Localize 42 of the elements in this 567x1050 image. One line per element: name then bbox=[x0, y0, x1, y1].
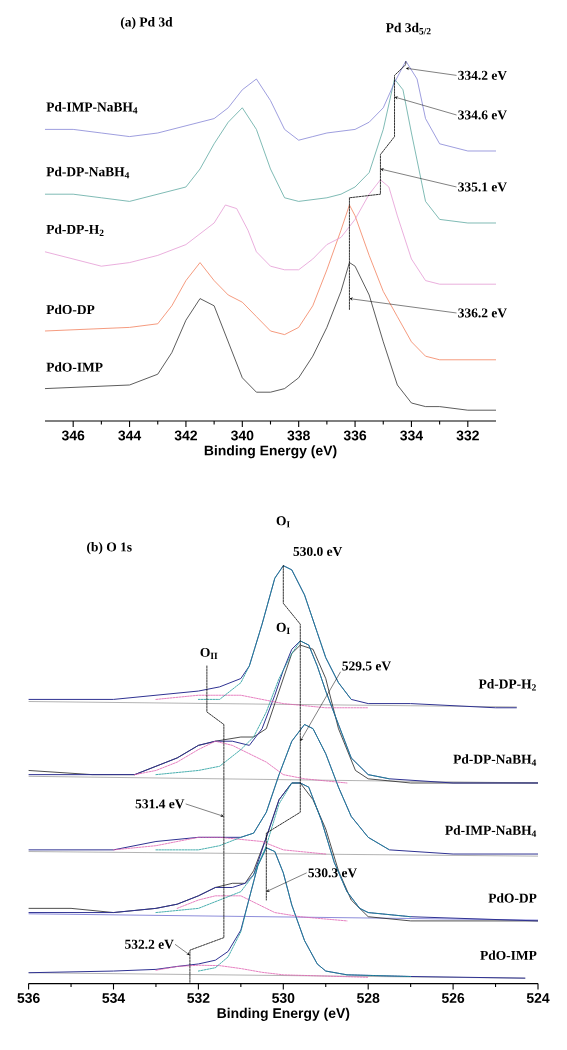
series-label: Pd-DP-H$_{2}$ bbox=[46, 224, 104, 236]
x-tick-label: 524 bbox=[526, 993, 550, 1003]
x-tick-label: 534 bbox=[102, 993, 126, 1003]
series-label: Pd-IMP-NaBH$_{4}$ bbox=[46, 102, 138, 114]
x-tick-label: 334 bbox=[400, 430, 423, 441]
x-tick-label: 536 bbox=[17, 993, 40, 1003]
series-label: PdO-IMP bbox=[46, 362, 103, 372]
annotation: 335.1 eV bbox=[458, 182, 507, 192]
series-label: Pd-DP-H$_{2}$ bbox=[478, 679, 536, 691]
chart-title: (b) O 1s bbox=[87, 542, 132, 555]
x-tick-label: 338 bbox=[287, 430, 310, 441]
x-tick-label: 332 bbox=[456, 430, 479, 441]
annotation: 531.4 eV bbox=[135, 799, 185, 809]
x-axis-title: Binding Energy (eV) bbox=[217, 1007, 350, 1021]
x-tick-label: 528 bbox=[356, 993, 380, 1003]
series-label: PdO-DP bbox=[46, 304, 95, 315]
annotation: O$_{II}$ bbox=[200, 647, 218, 659]
x-tick-label: 530 bbox=[272, 993, 295, 1003]
x-tick-label: 526 bbox=[441, 993, 465, 1003]
annotation: 334.6 eV bbox=[458, 110, 507, 120]
annotation: 529.5 eV bbox=[342, 661, 391, 671]
x-tick-label: 532 bbox=[187, 993, 210, 1003]
x-tick-label: 340 bbox=[230, 430, 254, 441]
annotation: O$_{I}$ bbox=[276, 516, 290, 528]
x-tick-label: 342 bbox=[174, 430, 198, 441]
series-label: PdO-DP bbox=[488, 893, 537, 903]
annotation: 334.2 eV bbox=[458, 70, 507, 80]
annotation: O$_{I}$ bbox=[276, 622, 290, 634]
series-label: Pd-DP-NaBH$_{4}$ bbox=[453, 754, 537, 766]
chart-title: (a) Pd 3d bbox=[120, 17, 173, 30]
annotation: Pd 3d$_{5/2}$ bbox=[385, 22, 431, 35]
x-tick-label: 346 bbox=[61, 430, 85, 441]
x-axis-title: Binding Energy (eV) bbox=[204, 445, 337, 459]
annotation: 532.2 eV bbox=[125, 939, 174, 949]
x-tick-label: 336 bbox=[343, 430, 367, 441]
series-label: PdO-IMP bbox=[480, 950, 537, 960]
annotation: 530.3 eV bbox=[308, 868, 357, 878]
series-label: Pd-DP-NaBH$_{4}$ bbox=[46, 166, 130, 179]
x-tick-label: 344 bbox=[118, 430, 142, 441]
annotation: 530.0 eV bbox=[293, 546, 343, 557]
series-label: Pd-IMP-NaBH$_{4}$ bbox=[445, 825, 537, 837]
annotation: 336.2 eV bbox=[458, 308, 507, 318]
